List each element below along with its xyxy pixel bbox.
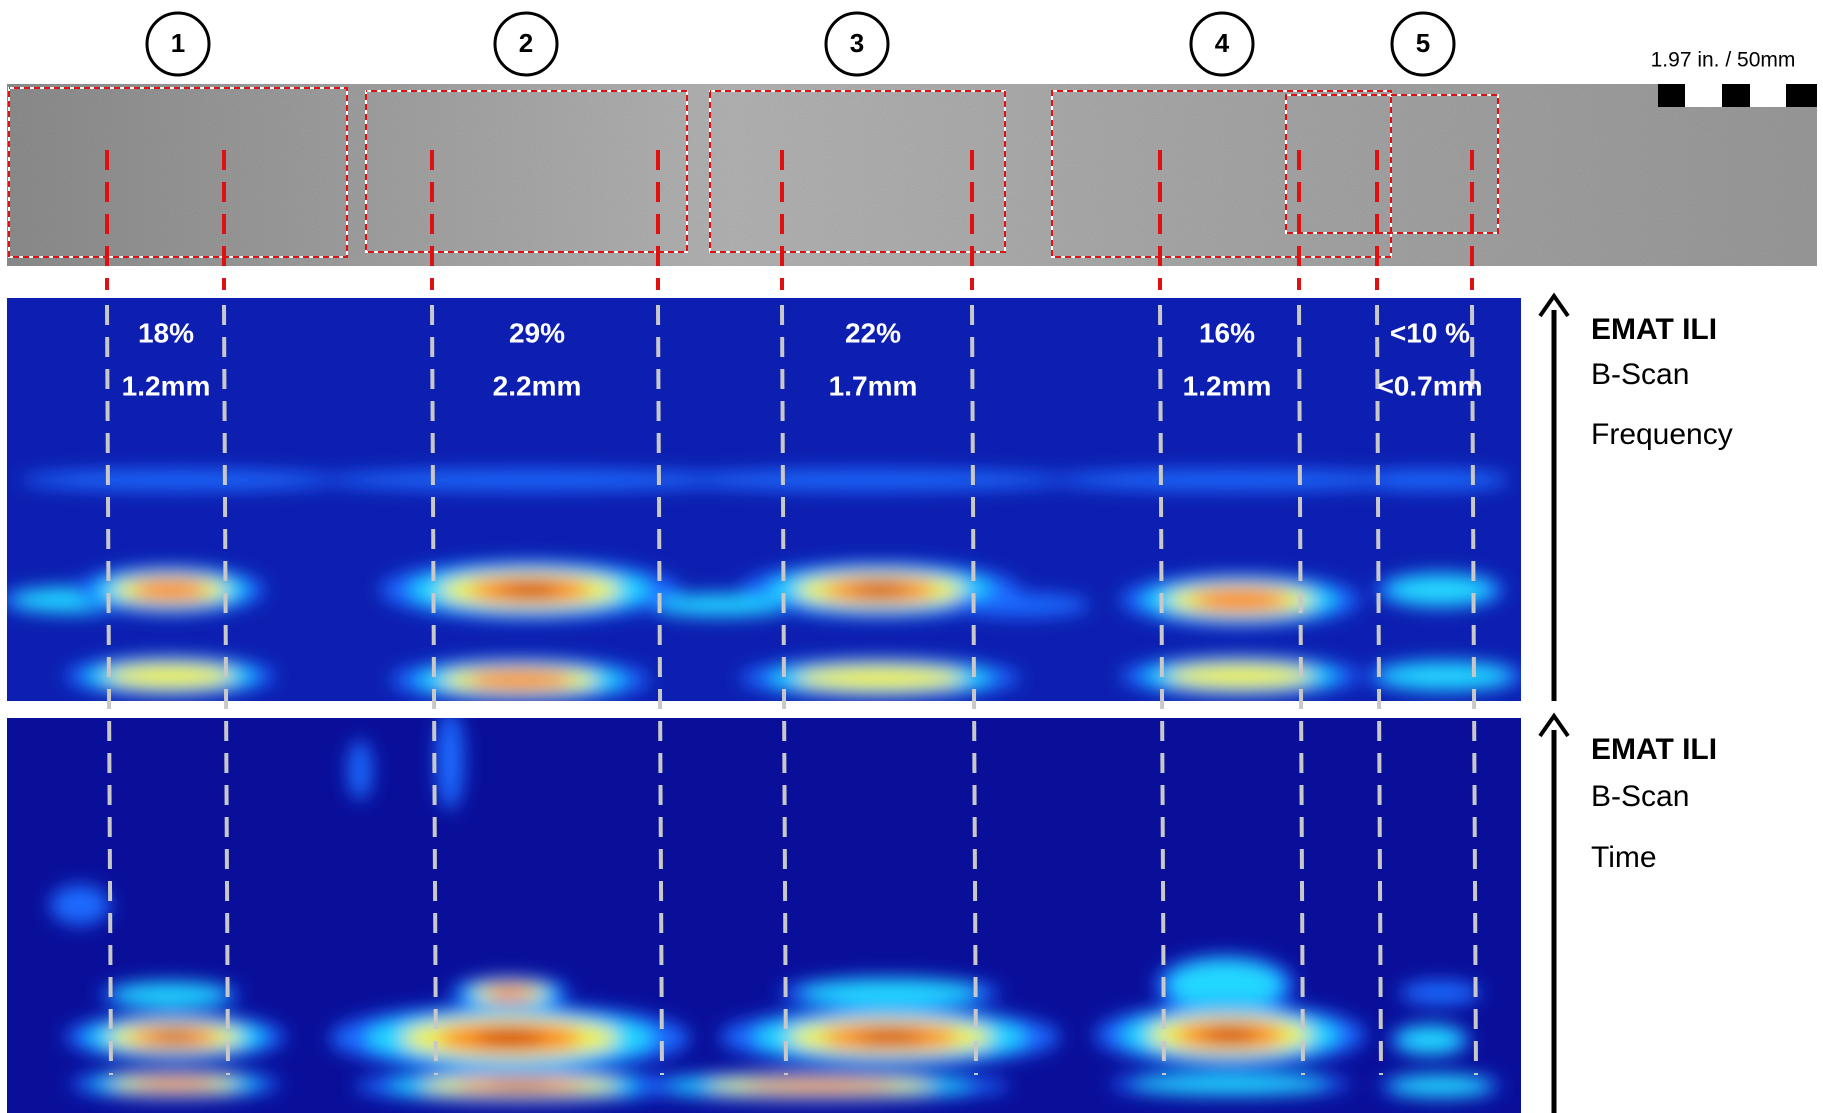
marker-label: 3 (850, 28, 864, 58)
heat-blob (486, 986, 534, 1000)
indication-line (430, 304, 438, 1076)
panel-title: EMAT ILI (1591, 313, 1717, 346)
heat-blob (107, 664, 233, 688)
heat-blob (802, 980, 978, 1006)
marker-circle (1390, 11, 1456, 77)
depth-percent: <10 % (1390, 317, 1470, 348)
arrow-head (1538, 292, 1570, 318)
depth-percent: 16% (1199, 317, 1255, 348)
indication-line (1158, 304, 1166, 1076)
frequency-bscan (7, 298, 1521, 701)
indication-line (105, 304, 113, 1076)
indication-line (970, 304, 978, 1076)
indication-line (656, 304, 664, 1076)
photo-box (365, 90, 688, 253)
heat-blob (153, 1032, 197, 1042)
panel-domain: Frequency (1591, 418, 1733, 451)
scale-bar (1658, 84, 1685, 107)
arrow-head (1538, 712, 1570, 738)
heat-blob (744, 1080, 896, 1092)
heat-blob (436, 718, 464, 810)
heat-blob (1168, 664, 1312, 688)
heat-blob (796, 666, 964, 690)
marker-label: 5 (1416, 28, 1430, 58)
photo-box-white (1051, 90, 1392, 258)
heat-blob (1203, 1028, 1257, 1042)
scale-bar (1786, 84, 1817, 107)
heat-blob (500, 584, 560, 596)
heat-blob (132, 580, 208, 600)
indication-line (1375, 304, 1383, 1076)
marker-circle (1189, 11, 1255, 77)
heat-blob (1169, 961, 1281, 1009)
panel-domain: Time (1591, 841, 1657, 874)
panel-title: EMAT ILI (1591, 733, 1717, 766)
photo-box (8, 87, 348, 258)
heat-blob (656, 595, 784, 615)
heat-blob (474, 1031, 546, 1045)
overlay (8, 87, 1499, 1076)
heat-blob (1350, 470, 1510, 490)
marker-label: 4 (1215, 28, 1230, 58)
marker-label: 2 (519, 28, 533, 58)
scale-bar (1722, 84, 1750, 107)
heat-blob (348, 740, 372, 800)
heat-blob (950, 593, 1090, 617)
scale-label: 1.97 in. / 50mm (1651, 49, 1796, 72)
heat-blob (1381, 663, 1509, 689)
depth-mm: 1.2mm (122, 370, 211, 401)
marker-circle (145, 11, 211, 77)
indication-line (222, 304, 230, 1076)
depth-mm: 2.2mm (493, 370, 582, 401)
photo-box (709, 90, 1006, 253)
marker-label: 1 (171, 28, 185, 58)
heat-blob (320, 470, 740, 490)
heat-blob (1392, 1076, 1488, 1096)
heat-blob (468, 671, 572, 689)
heat-blob (1050, 470, 1410, 490)
indication-line (1297, 304, 1305, 1076)
heat-blob (487, 1082, 553, 1090)
heat-blob (856, 1031, 924, 1043)
heat-blob (1388, 575, 1492, 605)
depth-percent: 22% (845, 317, 901, 348)
photo-box (1051, 90, 1392, 258)
heat-blob (50, 885, 110, 925)
panel-subtitle: B-Scan (1591, 780, 1689, 813)
heat-blob (1400, 981, 1480, 1005)
heat-blob (133, 1078, 217, 1090)
panel-subtitle: B-Scan (1591, 358, 1689, 391)
indication-line (780, 304, 788, 1076)
heat-blob (1192, 589, 1288, 611)
heat-blob (1134, 1074, 1326, 1094)
heat-blob (20, 470, 340, 490)
heat-blob (670, 470, 1070, 490)
depth-percent: 29% (509, 317, 565, 348)
marker-circle (493, 11, 559, 77)
depth-mm: 1.2mm (1183, 370, 1272, 401)
heat-blob (1398, 1027, 1462, 1053)
depth-mm: 1.7mm (829, 370, 918, 401)
indication-line (1470, 304, 1478, 1076)
depth-percent: 18% (138, 317, 194, 348)
photo-box (1285, 94, 1499, 234)
specimen-photo (7, 84, 1817, 266)
depth-mm: <0.7mm (1377, 370, 1482, 401)
marker-circle (824, 11, 890, 77)
heat-blob (114, 983, 226, 1007)
frequency-heat (7, 470, 1521, 701)
heat-blob (852, 584, 908, 596)
